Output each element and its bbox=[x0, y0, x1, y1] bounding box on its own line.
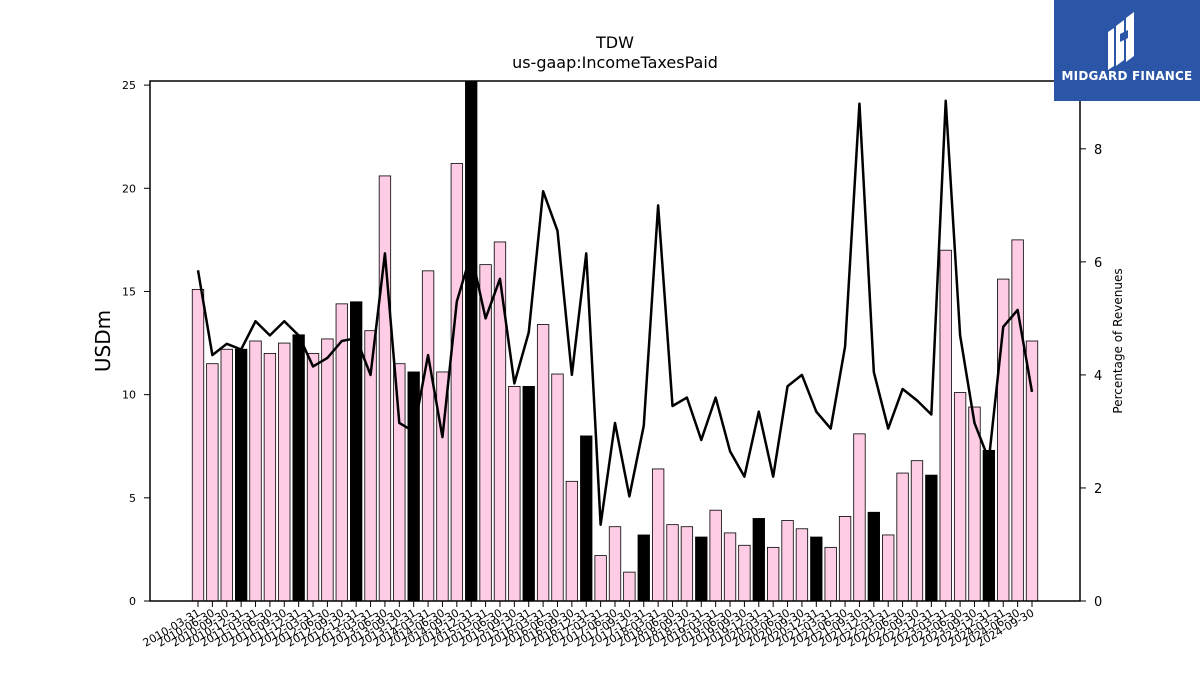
bar bbox=[306, 352, 320, 602]
bar bbox=[594, 555, 607, 602]
bar bbox=[191, 289, 205, 602]
left-axis: 0 5 10 15 20 25 bbox=[122, 79, 150, 608]
logo-text: MIDGARD FINANCE bbox=[1061, 69, 1193, 83]
bar bbox=[220, 348, 233, 602]
percentage-line bbox=[196, 99, 1034, 526]
bar bbox=[781, 520, 794, 602]
bar bbox=[263, 352, 277, 602]
logo-mark-icon bbox=[1108, 12, 1134, 70]
bar bbox=[565, 480, 579, 602]
bar bbox=[623, 571, 636, 602]
brand-logo: MIDGARD FINANCE bbox=[1054, 0, 1200, 101]
y2-tick-label: 2 bbox=[1094, 482, 1102, 497]
bar bbox=[882, 534, 895, 602]
bar bbox=[421, 270, 435, 602]
bar bbox=[738, 544, 751, 602]
bar bbox=[810, 536, 823, 602]
bar bbox=[752, 518, 765, 602]
bar bbox=[910, 460, 924, 602]
y-tick-label: 0 bbox=[129, 595, 136, 608]
y2-tick-label: 6 bbox=[1094, 256, 1102, 271]
bar bbox=[795, 528, 809, 602]
bar bbox=[896, 472, 909, 602]
bar bbox=[1011, 239, 1024, 602]
y-tick-label: 15 bbox=[122, 285, 136, 298]
bar bbox=[608, 526, 622, 602]
bar bbox=[522, 385, 535, 602]
bar bbox=[709, 509, 722, 602]
y2-tick-label: 8 bbox=[1094, 143, 1102, 158]
bar bbox=[551, 373, 564, 602]
bar bbox=[580, 435, 593, 602]
y-tick-label: 5 bbox=[129, 492, 136, 505]
bar bbox=[637, 534, 650, 602]
bar bbox=[321, 338, 334, 602]
bar bbox=[249, 340, 262, 602]
left-axis-label: USDm bbox=[91, 310, 115, 372]
y-tick-label: 10 bbox=[122, 389, 136, 402]
bar bbox=[450, 163, 463, 602]
right-axis-label: Percentage of Revenues bbox=[1111, 268, 1125, 413]
bar bbox=[867, 511, 880, 602]
bar bbox=[206, 363, 219, 602]
y-tick-label: 25 bbox=[122, 79, 136, 92]
bar bbox=[508, 385, 521, 602]
bar bbox=[953, 392, 967, 602]
bar bbox=[651, 468, 665, 602]
chart-title: TDW bbox=[596, 33, 634, 52]
bar bbox=[939, 249, 952, 602]
bar bbox=[723, 532, 737, 602]
bar bbox=[982, 449, 996, 602]
bar-series bbox=[191, 80, 1039, 602]
bar bbox=[767, 546, 780, 602]
bar bbox=[680, 526, 694, 602]
right-axis: 0 2 4 6 8 bbox=[1080, 143, 1102, 610]
bar bbox=[925, 474, 938, 602]
bar bbox=[493, 241, 507, 602]
bar bbox=[536, 324, 550, 602]
bar bbox=[1025, 340, 1039, 602]
bar bbox=[378, 175, 392, 602]
bar bbox=[666, 524, 679, 602]
bar bbox=[824, 546, 837, 602]
y-tick-label: 20 bbox=[122, 182, 136, 195]
y2-tick-label: 4 bbox=[1094, 369, 1102, 384]
bar bbox=[292, 334, 305, 602]
bar bbox=[278, 342, 291, 602]
bar bbox=[695, 536, 708, 602]
bar bbox=[335, 303, 348, 602]
bar bbox=[465, 80, 478, 602]
x-axis: 2010-03-312010-06-302010-09-302010-12-31… bbox=[141, 601, 1037, 650]
chart-subtitle: us-gaap:IncomeTaxesPaid bbox=[512, 53, 718, 72]
bar bbox=[234, 348, 248, 602]
y2-tick-label: 0 bbox=[1094, 595, 1102, 610]
bar bbox=[393, 363, 406, 602]
bar bbox=[853, 433, 866, 602]
bar bbox=[838, 515, 852, 602]
